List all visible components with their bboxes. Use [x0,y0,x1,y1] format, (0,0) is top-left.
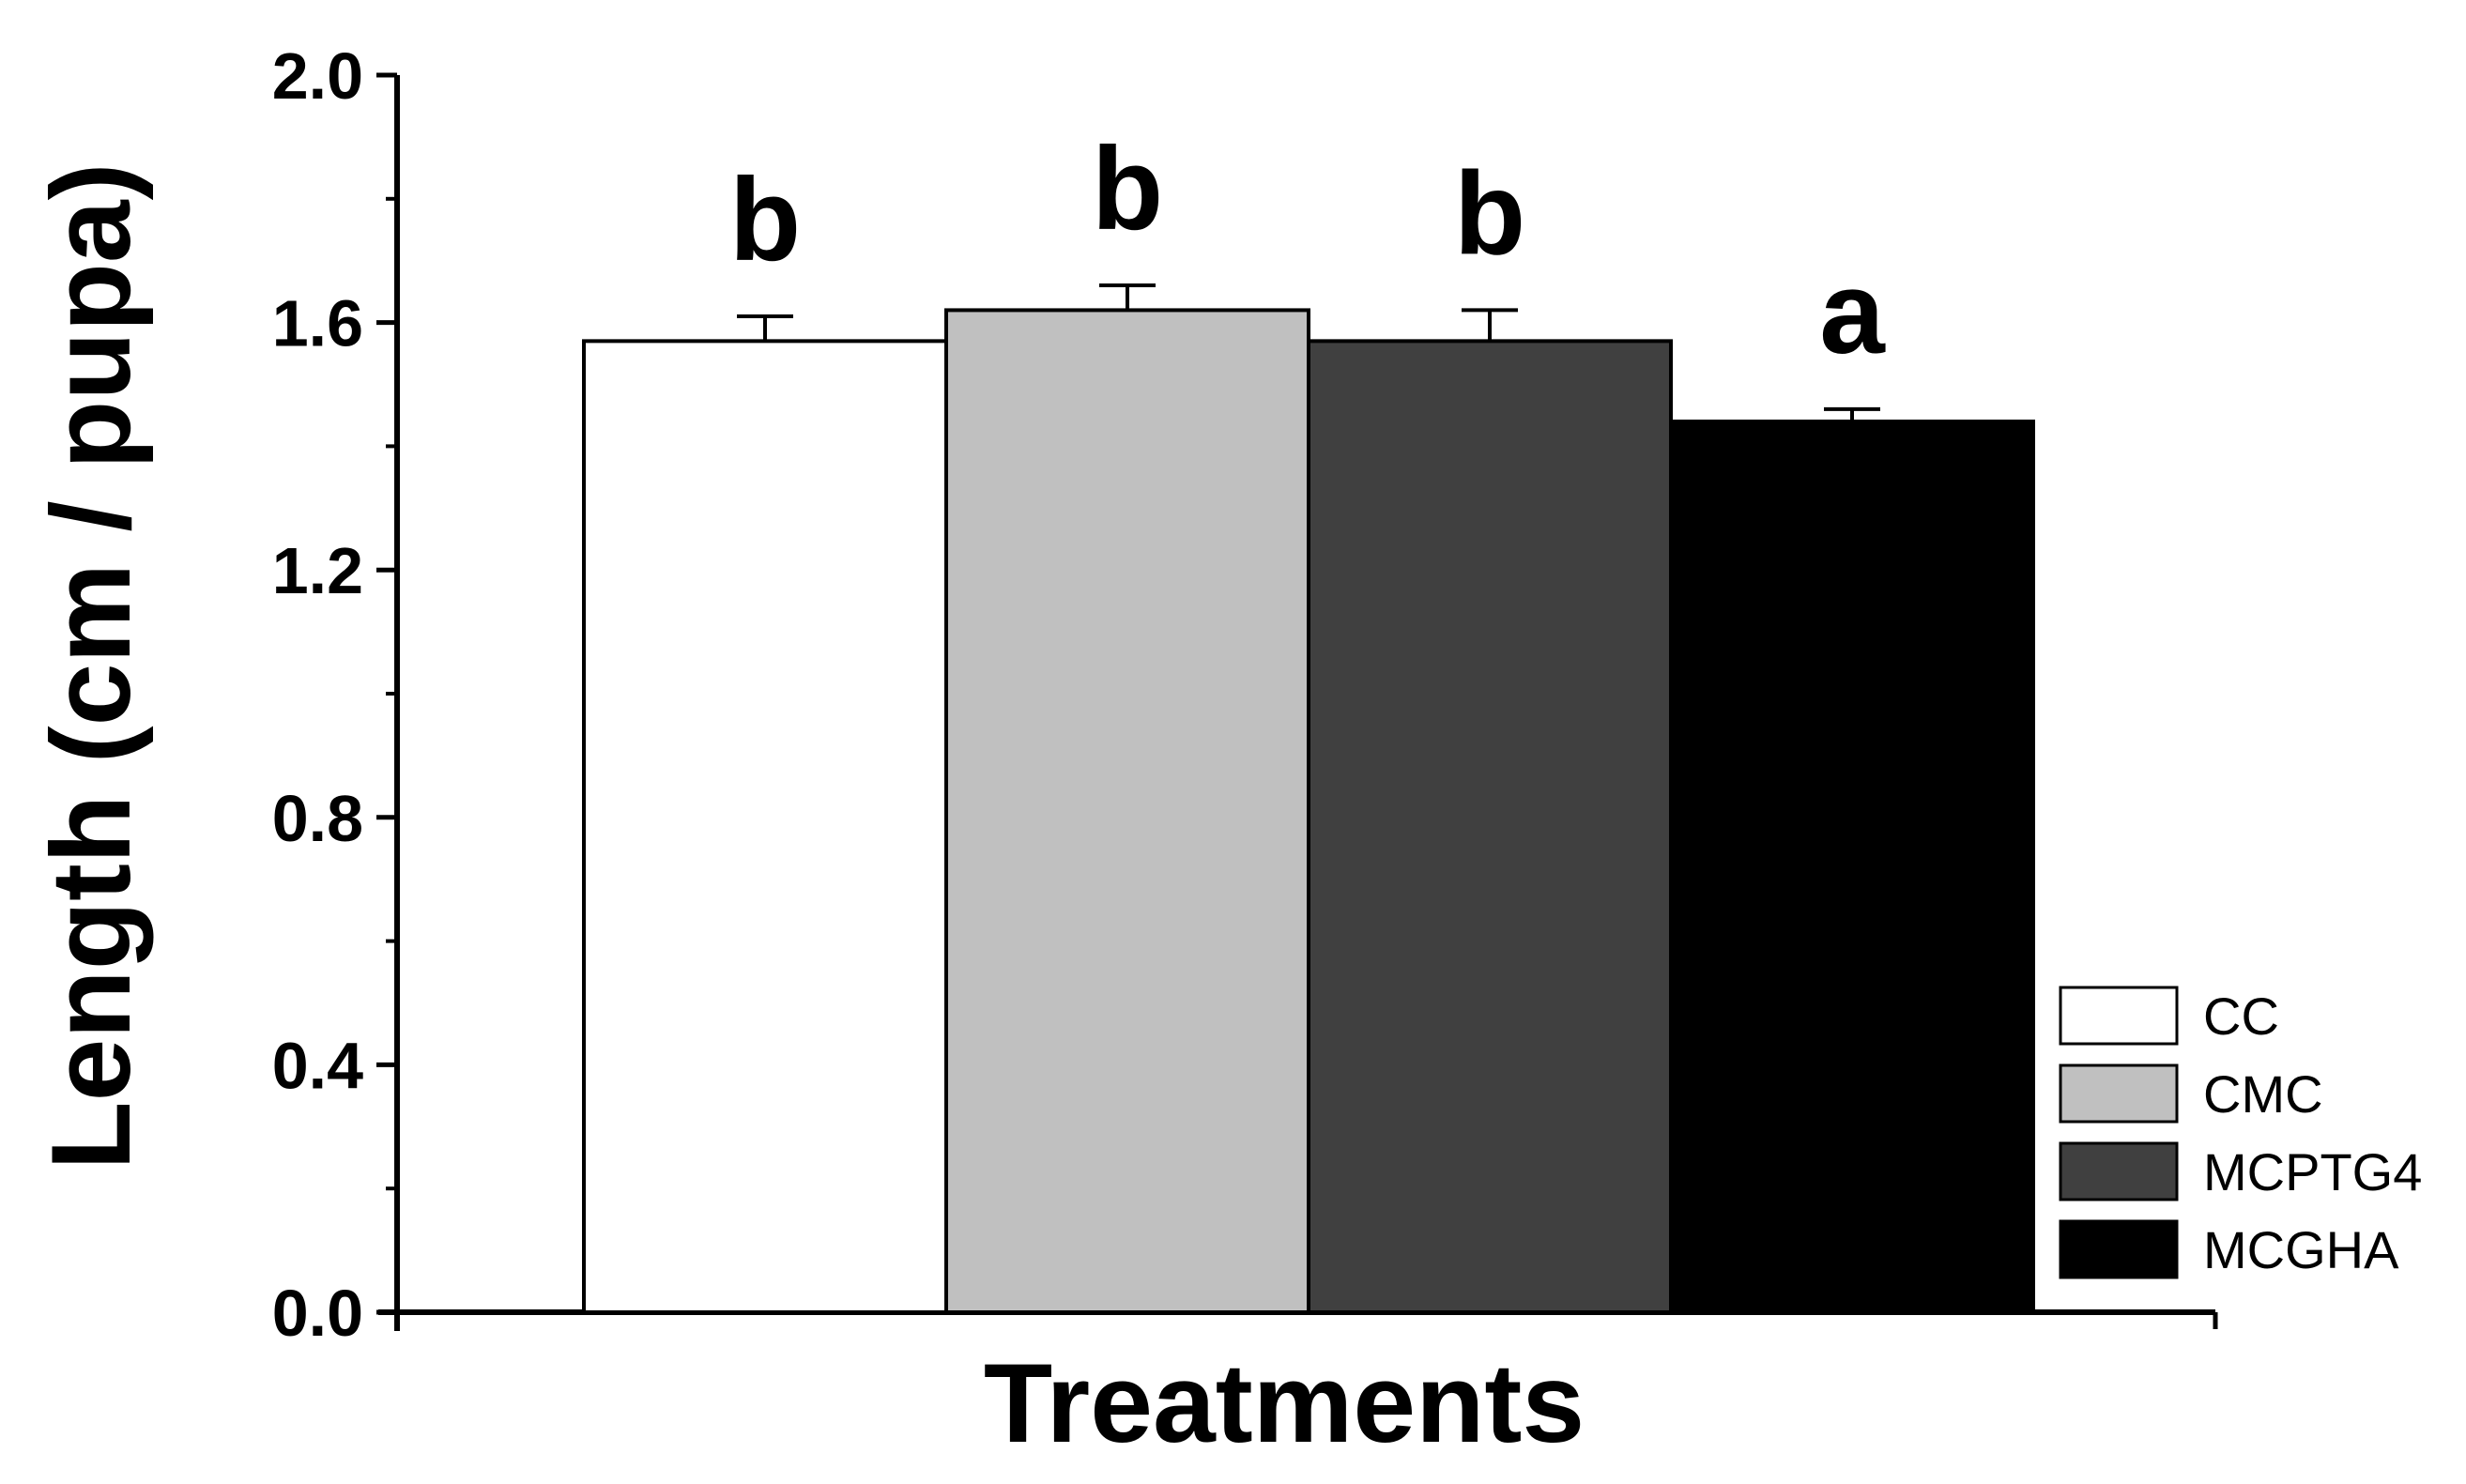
bar-cc [582,339,948,1314]
y-tick-label: 0.4 [272,1029,363,1102]
x-axis [378,1309,2218,1329]
bar-cmc [944,308,1310,1314]
legend-swatch [2059,1219,2179,1279]
legend-label: MCPTG4 [2203,1142,2422,1201]
bar-mcptg4 [1307,339,1673,1314]
legend-label: CMC [2203,1064,2323,1124]
bars: b b ba [582,124,2035,1315]
legend: CC CMC MCPTG4 MCGHA [2059,986,2422,1279]
significance-letter: b [1092,124,1163,254]
y-axis-title: Length (cm / pupa) [28,162,154,1170]
y-axis: 0.0 0.4 0.8 1.2 1.6 2.0 [272,39,400,1350]
significance-letter: a [1819,248,1886,378]
legend-label: CC [2203,987,2279,1046]
y-tick-label: 0.0 [272,1277,363,1350]
y-tick-label: 2.0 [272,39,363,113]
significance-letter: b [1454,148,1525,279]
y-tick-label: 0.8 [272,782,363,855]
x-axis-title: Treatments [984,1340,1585,1466]
legend-swatch [2059,1063,2179,1124]
legend-swatch [2059,1141,2179,1201]
significance-letter: b [729,155,801,285]
y-tick-label: 1.6 [272,287,363,360]
legend-label: MCGHA [2203,1220,2399,1279]
y-tick-label: 1.2 [272,534,363,607]
bar-mcgha [1669,420,2035,1315]
legend-swatch [2059,986,2179,1046]
